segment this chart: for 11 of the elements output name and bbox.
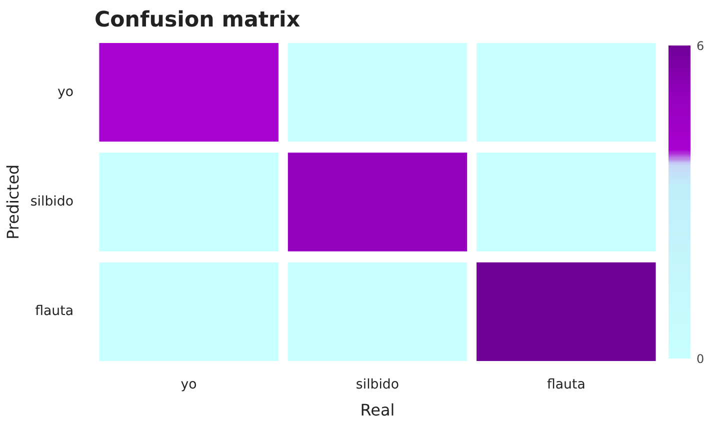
y-tick-label: yo [57, 84, 74, 100]
color-bar-label: 6 [696, 39, 704, 53]
x-axis-title: Real [360, 400, 395, 420]
y-tick-label: flauta [35, 304, 74, 320]
color-bar-label: 0 [696, 352, 704, 366]
x-tick-label: yo [180, 378, 197, 392]
x-tick-label: silbido [356, 378, 400, 392]
y-axis-title: Predicted [3, 164, 22, 240]
chart-title: Confusion matrix [94, 8, 300, 32]
x-tick-label: flauta [546, 378, 586, 392]
y-tick-label: silbido [30, 194, 74, 210]
